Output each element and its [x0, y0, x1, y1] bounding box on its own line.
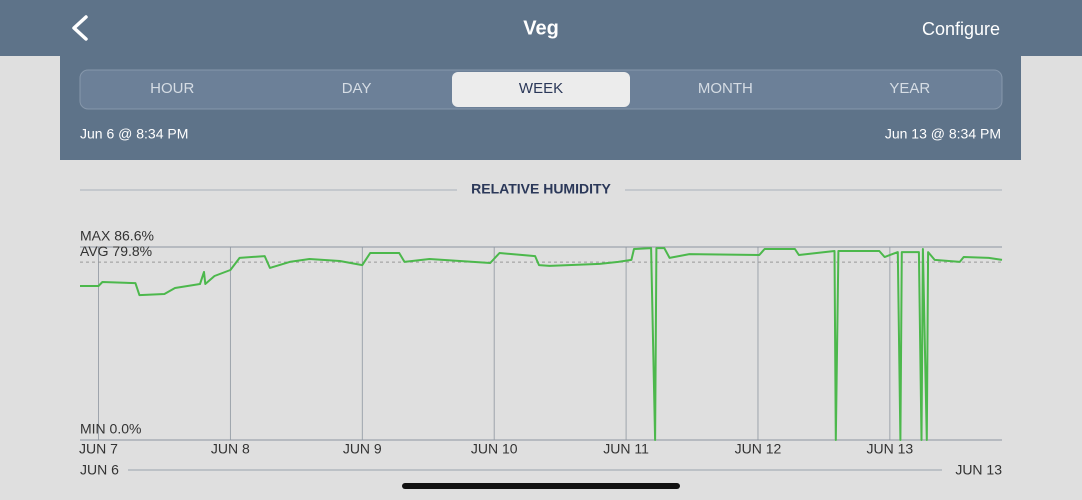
configure-button[interactable]: Configure — [922, 19, 1000, 39]
x-tick-label: JUN 7 — [79, 441, 118, 457]
home-indicator — [402, 483, 680, 489]
x-tick-label: JUN 11 — [603, 441, 649, 457]
nav-title: Veg — [523, 17, 559, 39]
x-tick-label: JUN 8 — [211, 441, 250, 457]
overview-end: JUN 13 — [955, 462, 1002, 478]
x-tick-label: JUN 9 — [343, 441, 382, 457]
nav-bar — [0, 0, 1082, 56]
tab[interactable]: HOUR — [150, 80, 194, 97]
tab[interactable]: DAY — [342, 80, 372, 97]
selected-tab[interactable] — [452, 72, 630, 107]
reference-label: MIN 0.0% — [80, 421, 141, 437]
range-end: Jun 13 @ 8:34 PM — [885, 126, 1001, 142]
overview-start: JUN 6 — [80, 462, 119, 478]
x-tick-label: JUN 10 — [471, 441, 518, 457]
chart-title: RELATIVE HUMIDITY — [471, 181, 611, 197]
reference-label: MAX 86.6% — [80, 228, 154, 244]
x-tick-label: JUN 12 — [735, 441, 782, 457]
x-tick-label: JUN 13 — [867, 441, 914, 457]
reference-label: AVG 79.8% — [80, 243, 152, 259]
tab[interactable]: YEAR — [889, 80, 930, 97]
range-start: Jun 6 @ 8:34 PM — [80, 126, 188, 142]
back-button[interactable] — [72, 15, 88, 41]
tab[interactable]: MONTH — [698, 80, 753, 97]
humidity-line — [80, 247, 1003, 441]
tab[interactable]: WEEK — [519, 80, 563, 97]
